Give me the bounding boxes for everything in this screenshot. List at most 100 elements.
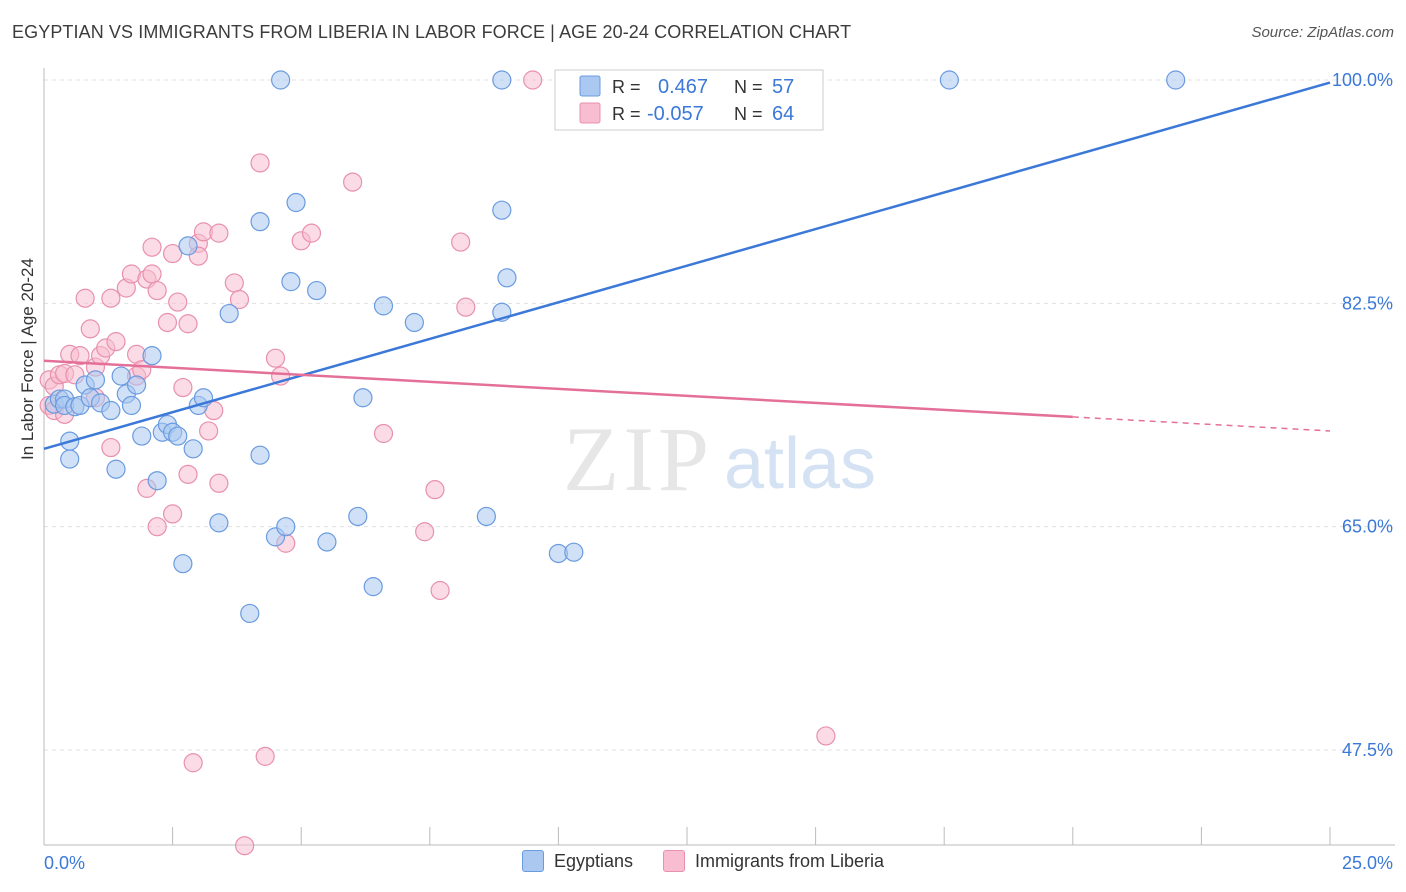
egyptian-point-39 <box>286 192 306 213</box>
watermark-zip: ZIP <box>563 408 713 510</box>
legend-swatch-egyptians-bottom <box>521 850 544 872</box>
liberia-point-58 <box>425 480 445 500</box>
legend-n-value-2: 64 <box>772 103 794 125</box>
liberia-point-9 <box>70 346 90 366</box>
liberia-point-60 <box>451 232 471 252</box>
watermark: ZIP atlas <box>563 408 876 510</box>
liberia-point-63 <box>816 726 836 746</box>
egyptian-point-36 <box>271 70 291 90</box>
legend-label-egyptians: Egyptians <box>553 850 633 871</box>
liberia-point-33 <box>168 292 188 312</box>
egyptian-point-49 <box>492 70 512 90</box>
egyptian-point-27 <box>183 439 203 459</box>
egyptian-point-16 <box>121 395 142 416</box>
liberia-point-26 <box>142 237 162 257</box>
liberia-point-28 <box>147 280 167 301</box>
egyptian-point-25 <box>173 554 193 574</box>
egyptian-point-48 <box>492 200 512 220</box>
egyptian-point-44 <box>363 577 383 597</box>
x-tick-label-min: 0.0% <box>44 853 85 873</box>
egyptian-point-55 <box>939 70 959 90</box>
legend-swatch-liberia <box>579 102 601 124</box>
legend-n-label-2: N = <box>734 104 763 124</box>
egyptian-point-40 <box>307 280 327 301</box>
egyptian-point-17 <box>126 375 147 395</box>
liberia-point-49 <box>255 746 275 766</box>
y-tick-label-2: 82.5% <box>1342 293 1393 313</box>
x-tick-label-max: 25.0% <box>1342 853 1393 873</box>
legend-item-liberia: Immigrants from Liberia <box>663 850 884 872</box>
legend-n-label-1: N = <box>734 77 763 97</box>
liberia-point-56 <box>373 423 394 444</box>
egyptian-point-42 <box>348 506 368 527</box>
egyptian-point-33 <box>250 212 270 232</box>
liberia-point-61 <box>456 297 476 317</box>
egyptian-point-46 <box>404 312 424 333</box>
liberia-point-36 <box>178 314 198 334</box>
egyptians-trend-line <box>43 81 1331 451</box>
y-axis-label: In Labor Force | Age 20-24 <box>18 258 37 460</box>
liberia-trend-line <box>43 359 1073 419</box>
trend-lines <box>43 81 1331 451</box>
egyptian-point-4 <box>60 449 80 469</box>
egyptian-point-10 <box>85 370 106 390</box>
legend-swatch-egyptians <box>579 75 601 97</box>
legend-item-egyptians: Egyptians <box>521 850 633 872</box>
liberia-trend-extension <box>1072 416 1331 432</box>
egyptian-point-53 <box>564 542 584 562</box>
egyptian-point-14 <box>111 366 131 386</box>
legend-r-value-2: -0.057 <box>647 103 704 125</box>
liberia-point-11 <box>80 319 100 339</box>
legend-r-value-1: 0.467 <box>658 76 708 98</box>
egyptian-point-31 <box>219 303 239 324</box>
egyptian-point-26 <box>178 236 198 256</box>
egyptian-point-24 <box>168 426 188 446</box>
egyptian-point-41 <box>317 532 337 552</box>
legend-swatch-liberia-bottom <box>663 850 685 872</box>
y-tick-label-3: 100.0% <box>1332 70 1393 90</box>
y-tick-label-0: 47.5% <box>1342 740 1393 760</box>
liberia-point-54 <box>301 223 322 243</box>
egyptian-point-47 <box>476 506 496 527</box>
x-tick-labels: 0.0% 25.0% <box>44 853 1393 873</box>
liberia-point-31 <box>163 243 183 264</box>
egyptian-point-38 <box>281 272 301 292</box>
source-credit: Source: ZipAtlas.com <box>1251 24 1394 41</box>
y-tick-labels: 47.5% 65.0% 82.5% 100.0% <box>1332 70 1393 760</box>
liberia-point-17 <box>101 437 121 458</box>
liberia-point-34 <box>173 377 193 398</box>
liberia-point-48 <box>250 153 270 173</box>
y-tick-label-1: 65.0% <box>1342 517 1393 537</box>
liberia-point-44 <box>209 223 229 243</box>
egyptian-point-18 <box>132 426 152 446</box>
liberia-point-47 <box>235 836 255 856</box>
liberia-point-30 <box>157 312 178 333</box>
legend-box: R = 0.467 N = 57 R = -0.057 N = 64 <box>554 69 824 131</box>
liberia-point-37 <box>183 753 203 773</box>
chart-title: EGYPTIAN VS IMMIGRANTS FROM LIBERIA IN L… <box>12 22 852 42</box>
egyptian-point-32 <box>240 603 260 624</box>
liberia-point-27 <box>142 264 162 284</box>
liberia-point-45 <box>224 273 244 293</box>
egyptian-point-34 <box>250 445 270 465</box>
liberia-point-10 <box>75 288 95 308</box>
egyptian-point-45 <box>373 296 394 316</box>
egyptian-point-43 <box>353 388 373 408</box>
egyptian-point-37 <box>276 517 296 537</box>
liberia-point-43 <box>209 473 229 493</box>
egyptian-point-20 <box>147 471 167 491</box>
liberia-point-16 <box>101 288 121 308</box>
liberia-point-55 <box>343 172 363 192</box>
egyptian-point-30 <box>209 513 229 533</box>
legend-r-label-1: R = <box>612 77 641 97</box>
liberia-point-32 <box>163 504 183 524</box>
liberia-point-62 <box>523 70 543 90</box>
liberia-point-18 <box>106 332 126 352</box>
liberia-point-59 <box>430 580 450 601</box>
egyptian-point-12 <box>101 400 121 421</box>
legend-label-liberia: Immigrants from Liberia <box>695 850 885 871</box>
data-points <box>39 70 1186 856</box>
legend-n-value-1: 57 <box>772 76 794 98</box>
watermark-atlas: atlas <box>724 424 876 504</box>
axes <box>43 68 1395 846</box>
